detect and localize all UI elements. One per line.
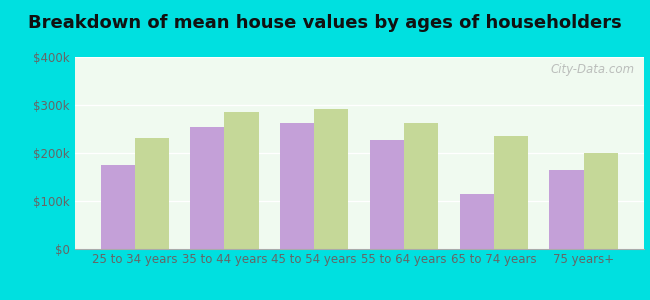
Bar [135, 138, 169, 249]
Bar [549, 170, 584, 249]
Bar [370, 140, 404, 249]
Text: Breakdown of mean house values by ages of householders: Breakdown of mean house values by ages o… [28, 14, 622, 32]
Bar [404, 123, 438, 249]
Bar [280, 123, 314, 249]
Bar [494, 136, 528, 249]
Bar [460, 194, 494, 249]
Bar [224, 112, 259, 249]
Bar [190, 127, 224, 249]
Text: City-Data.com: City-Data.com [551, 63, 635, 76]
Bar [584, 153, 618, 249]
Bar [101, 165, 135, 249]
Bar [314, 109, 348, 249]
